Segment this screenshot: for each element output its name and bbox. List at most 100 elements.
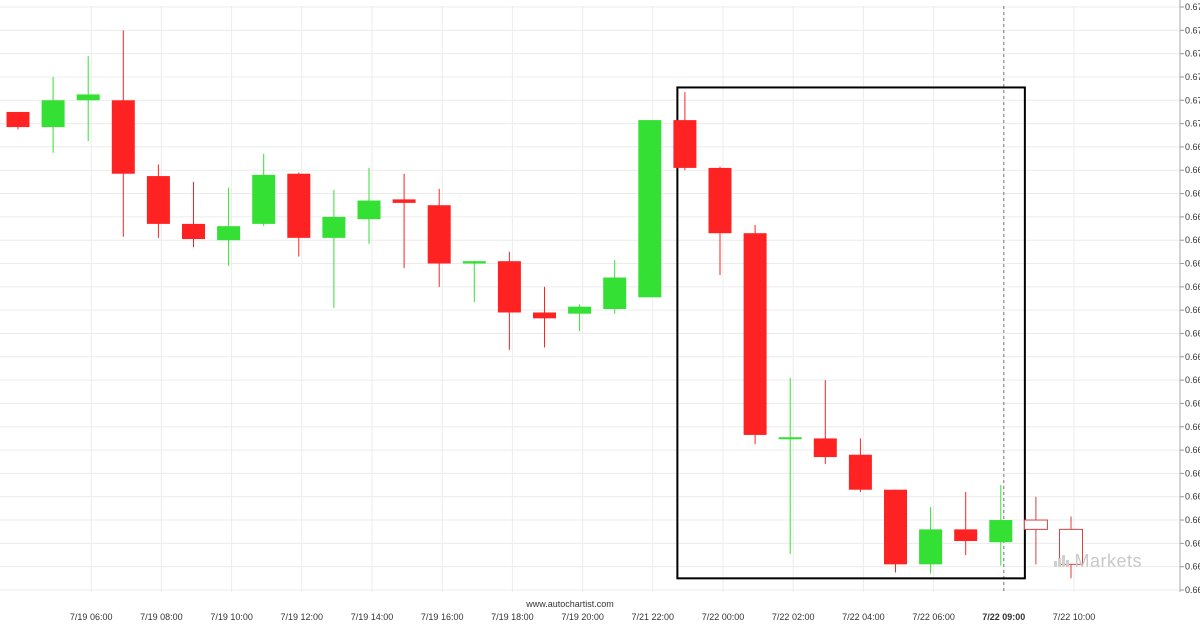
y-axis-tick-label: 0.6706 — [1185, 49, 1200, 59]
candle — [848, 438, 872, 493]
y-axis-tick-label: 0.6688 — [1185, 259, 1200, 269]
candle — [673, 92, 697, 171]
x-axis-tick-label: 7/19 06:00 — [70, 612, 113, 622]
candle-body — [884, 489, 907, 565]
x-axis-tick-label: 7/19 08:00 — [140, 612, 183, 622]
x-axis-tick-label: 7/19 18:00 — [491, 612, 534, 622]
candle-body — [182, 223, 205, 240]
candle-body — [848, 454, 872, 490]
candles — [6, 30, 1083, 579]
x-axis-tick-label: 7/22 10:00 — [1053, 612, 1096, 622]
candle-body — [954, 529, 978, 542]
y-axis-tick-label: 0.6696 — [1185, 165, 1200, 175]
watermark-text: Markets — [1074, 551, 1142, 571]
candle-body — [497, 261, 521, 313]
candle — [427, 188, 451, 287]
candle — [533, 286, 556, 348]
y-axis-tick-label: 0.6686 — [1185, 282, 1200, 292]
candle-body — [603, 277, 627, 309]
y-axis-tick-label: 0.6674 — [1185, 422, 1200, 432]
x-axis-tick-label: 7/22 04:00 — [842, 612, 885, 622]
candle — [41, 76, 65, 153]
candle — [1023, 496, 1048, 565]
y-axis-tick-label: 0.6676 — [1185, 398, 1200, 408]
y-axis-tick-label: 0.6684 — [1185, 305, 1200, 315]
candle-body — [533, 312, 556, 319]
candle-body — [813, 438, 837, 458]
y-axis-tick-label: 0.6672 — [1185, 445, 1200, 455]
candle-body — [989, 520, 1013, 543]
x-axis-tick-label: 7/22 06:00 — [912, 612, 955, 622]
x-axis-tick-label: 7/19 16:00 — [421, 612, 464, 622]
candle — [111, 30, 135, 237]
source-label: www.autochartist.com — [525, 599, 614, 609]
y-axis-tick-label: 0.6680 — [1185, 352, 1200, 362]
watermark: Markets — [1054, 551, 1142, 572]
candle — [884, 489, 907, 573]
y-axis-tick-label: 0.6670 — [1185, 468, 1200, 478]
candle — [462, 261, 486, 302]
candle-body — [322, 216, 346, 238]
candle-body — [76, 94, 100, 101]
y-axis-tick-label: 0.6678 — [1185, 375, 1200, 385]
candle — [6, 111, 30, 130]
y-axis-tick-label: 0.6704 — [1185, 72, 1200, 82]
candle — [287, 172, 311, 257]
x-axis-tick-label: 7/19 20:00 — [561, 612, 604, 622]
candle — [568, 304, 592, 332]
candle — [497, 251, 521, 350]
grid-lines — [0, 0, 1181, 592]
y-axis-tick-label: 0.6664 — [1185, 538, 1200, 548]
candle — [252, 153, 276, 227]
candle-body — [1023, 519, 1048, 530]
y-axis-tick-label: 0.6710 — [1185, 2, 1200, 12]
y-axis-tick-label: 0.6690 — [1185, 235, 1200, 245]
candle-body — [462, 261, 486, 264]
y-axis-tick-label: 0.6666 — [1185, 515, 1200, 525]
candle — [778, 377, 802, 554]
y-axis-tick-label: 0.6660 — [1185, 585, 1200, 595]
candle — [813, 380, 837, 465]
candle-body — [638, 120, 662, 298]
candle-body — [392, 199, 416, 203]
candle-body — [743, 233, 767, 435]
candle — [989, 485, 1013, 566]
candle-body — [287, 173, 311, 238]
candle-body — [217, 226, 241, 241]
candle-body — [778, 437, 802, 440]
candle-body — [252, 174, 276, 224]
candle-body — [6, 111, 30, 128]
candle-body — [919, 529, 943, 565]
candle — [392, 173, 416, 269]
y-axis-tick-label: 0.6682 — [1185, 328, 1200, 338]
candle-body — [146, 176, 170, 224]
candle — [76, 55, 100, 142]
x-axis-tick-labels: 7/19 06:00 7/19 08:00 7/19 10:00 7/19 12:00… — [70, 612, 1095, 622]
y-axis-tick-labels: 0.6660 0.6662 0.6664 0.6666 0.6668 0.6670 0.66… — [1180, 2, 1200, 595]
candle — [603, 260, 627, 314]
y-axis-tick-label: 0.6692 — [1185, 212, 1200, 222]
candle-body — [673, 120, 697, 168]
candle — [217, 187, 241, 266]
y-axis-tick-label: 0.6698 — [1185, 142, 1200, 152]
y-axis-tick-label: 0.6708 — [1185, 25, 1200, 35]
candle — [357, 167, 381, 244]
x-axis-tick-label: 7/22 09:00 — [982, 612, 1025, 622]
candle — [954, 492, 978, 556]
x-axis-tick-label: 7/19 12:00 — [281, 612, 324, 622]
y-axis-tick-label: 0.6694 — [1185, 189, 1200, 199]
x-axis-tick-label: 7/19 14:00 — [351, 612, 394, 622]
y-axis-tick-label: 0.6668 — [1185, 492, 1200, 502]
candle — [919, 507, 943, 574]
watermark-bars-icon — [1054, 551, 1070, 572]
candle-body — [427, 205, 451, 264]
y-axis-tick-label: 0.6700 — [1185, 119, 1200, 129]
pattern-box — [676, 86, 1026, 580]
candle-body — [111, 100, 135, 174]
candle — [638, 120, 662, 298]
y-axis-tick-label: 0.6662 — [1185, 562, 1200, 572]
candle-body — [708, 167, 732, 234]
candle — [708, 166, 732, 276]
candle — [182, 181, 205, 248]
